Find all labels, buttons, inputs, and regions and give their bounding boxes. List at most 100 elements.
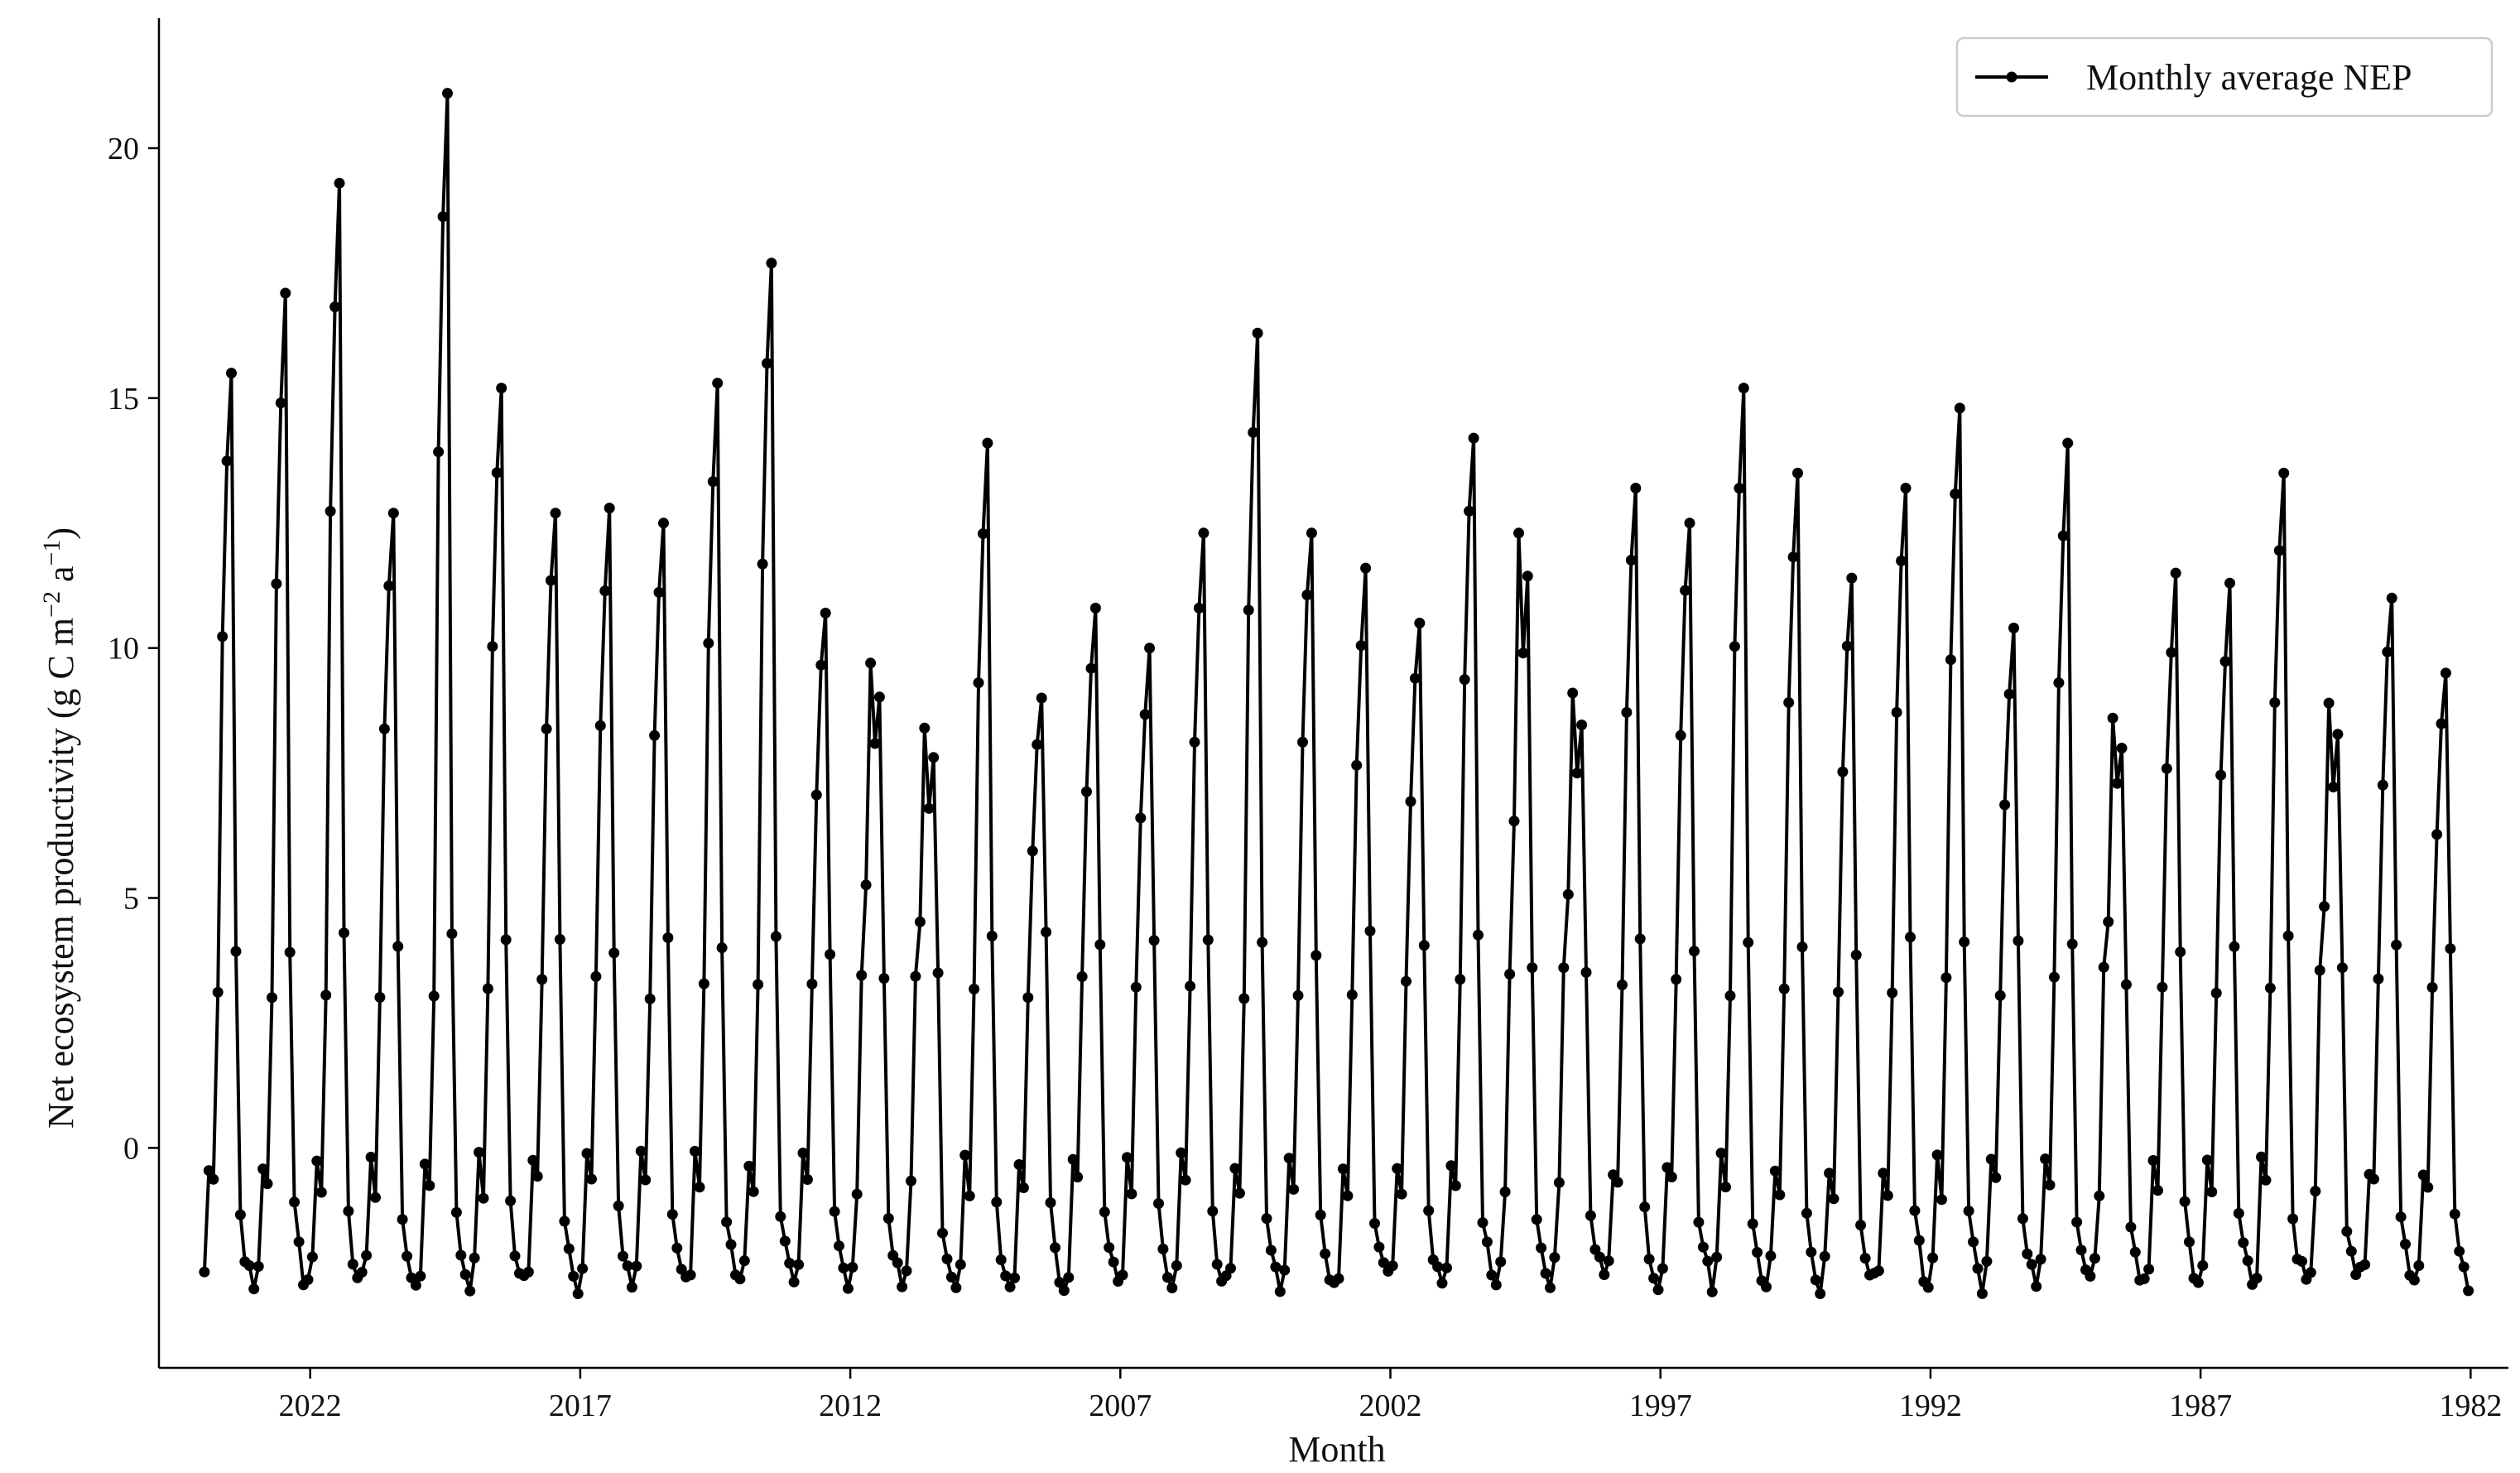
data-point xyxy=(1004,1281,1016,1292)
data-point xyxy=(1099,1206,1110,1218)
data-point xyxy=(2345,1245,2357,1257)
data-point xyxy=(2247,1278,2258,1290)
data-point xyxy=(2112,777,2123,789)
data-point xyxy=(2260,1174,2272,1186)
data-point xyxy=(1981,1255,1993,1267)
data-point xyxy=(626,1282,637,1293)
data-point xyxy=(703,638,714,649)
data-point xyxy=(500,934,512,946)
data-point xyxy=(339,927,349,939)
data-point xyxy=(424,1180,435,1191)
data-point xyxy=(851,1188,863,1200)
data-point xyxy=(1441,1262,1452,1273)
data-point xyxy=(2417,1169,2429,1181)
data-point xyxy=(1558,962,1570,974)
series-line-monthly-nep xyxy=(202,91,2470,1296)
data-point xyxy=(289,1196,301,1208)
data-point xyxy=(2278,467,2290,479)
data-point xyxy=(1364,925,1376,936)
data-point xyxy=(788,1276,800,1288)
data-point xyxy=(838,1262,849,1273)
data-point xyxy=(964,1190,975,1201)
data-point xyxy=(2314,965,2325,976)
data-point xyxy=(928,752,940,763)
data-point xyxy=(541,723,552,734)
data-point xyxy=(901,1265,912,1277)
data-point xyxy=(1913,1235,1925,1246)
data-point xyxy=(698,978,709,989)
data-point xyxy=(1567,687,1579,699)
data-point xyxy=(2224,577,2235,589)
data-point xyxy=(1130,981,1142,993)
data-point xyxy=(554,934,565,945)
data-point xyxy=(1490,1279,1502,1291)
data-point xyxy=(1571,768,1583,779)
data-point xyxy=(1279,1264,1291,1276)
data-point xyxy=(1950,489,1961,499)
y-axis-label: Net ecosystem productivity (g C m−2 a−1) xyxy=(38,527,81,1129)
data-point xyxy=(450,1206,462,1218)
y-axis-label-pre: Net ecosystem productivity (g C m xyxy=(41,618,81,1129)
data-point xyxy=(2201,1154,2213,1166)
data-point xyxy=(581,1148,593,1159)
data-point xyxy=(1089,602,1101,614)
data-point xyxy=(2166,647,2177,658)
data-point xyxy=(267,992,277,1004)
data-point xyxy=(923,802,935,814)
data-point xyxy=(1954,402,1965,414)
data-point xyxy=(2445,943,2456,955)
data-point xyxy=(1198,527,1210,539)
data-point xyxy=(433,446,445,458)
data-point xyxy=(635,1145,647,1157)
data-point xyxy=(464,1285,476,1297)
data-point xyxy=(1599,1269,1610,1280)
data-point xyxy=(2089,1253,2100,1264)
data-point xyxy=(514,1268,525,1279)
data-point xyxy=(2273,545,2285,556)
data-point xyxy=(1481,1236,1493,1248)
data-point xyxy=(1445,1160,1457,1172)
data-point xyxy=(257,1163,269,1175)
data-point xyxy=(509,1250,521,1262)
y-tick-label: 10 xyxy=(108,632,139,667)
data-point xyxy=(1846,572,1858,584)
data-point xyxy=(1810,1274,1821,1286)
data-point xyxy=(932,967,944,979)
data-point xyxy=(2382,646,2393,657)
data-point xyxy=(1603,1255,1614,1267)
data-point xyxy=(873,691,885,703)
data-point xyxy=(383,580,395,591)
data-point xyxy=(618,1250,628,1262)
data-point xyxy=(725,1239,737,1250)
data-point xyxy=(2175,946,2186,958)
data-point xyxy=(2436,718,2447,729)
data-point xyxy=(1801,1207,1812,1219)
data-point xyxy=(1157,1244,1169,1254)
data-point xyxy=(1536,1242,1547,1254)
data-point xyxy=(361,1249,373,1261)
data-point xyxy=(1589,1244,1601,1255)
data-point xyxy=(2040,1153,2051,1165)
data-point xyxy=(1562,888,1574,900)
data-point xyxy=(1234,1187,1245,1199)
data-point xyxy=(1045,1197,1056,1208)
data-point xyxy=(608,947,620,959)
data-point xyxy=(1689,946,1700,957)
data-point xyxy=(991,1196,1003,1208)
data-point xyxy=(2094,1190,2105,1201)
data-point xyxy=(1459,674,1470,686)
data-point xyxy=(982,437,993,449)
data-point xyxy=(2373,973,2384,984)
data-point xyxy=(1837,766,1849,777)
data-point xyxy=(248,1283,260,1295)
data-point xyxy=(1076,971,1088,982)
data-point xyxy=(2431,829,2443,840)
data-point xyxy=(1342,1190,1354,1201)
data-point xyxy=(2206,1187,2218,1197)
data-point xyxy=(676,1264,687,1275)
data-point xyxy=(1662,1162,1673,1173)
data-point xyxy=(1486,1269,1498,1281)
data-point xyxy=(1819,1250,1830,1262)
data-point xyxy=(1900,483,1912,493)
data-point xyxy=(2219,656,2231,667)
